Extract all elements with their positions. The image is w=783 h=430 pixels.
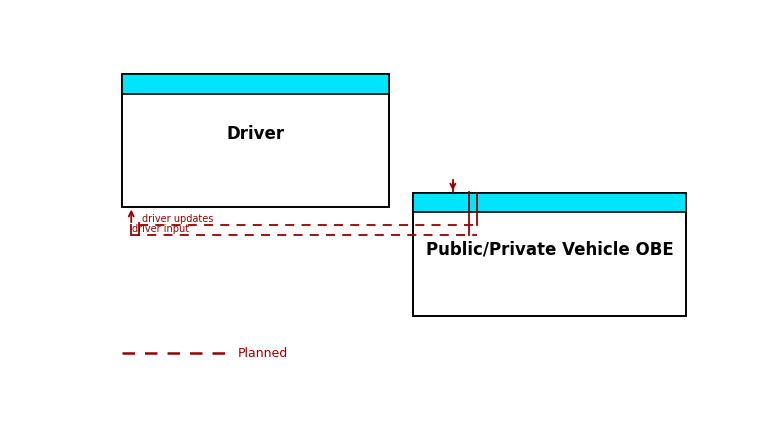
Text: driver updates: driver updates [143,213,214,224]
Text: Planned: Planned [237,347,287,359]
Text: Public/Private Vehicle OBE: Public/Private Vehicle OBE [426,240,674,258]
Bar [413,194,687,212]
Text: driver input: driver input [132,224,189,233]
Bar [413,194,687,316]
Text: Driver: Driver [226,125,285,143]
Bar [122,75,389,207]
Bar [122,75,389,207]
Bar [413,194,687,316]
Bar [122,75,389,95]
